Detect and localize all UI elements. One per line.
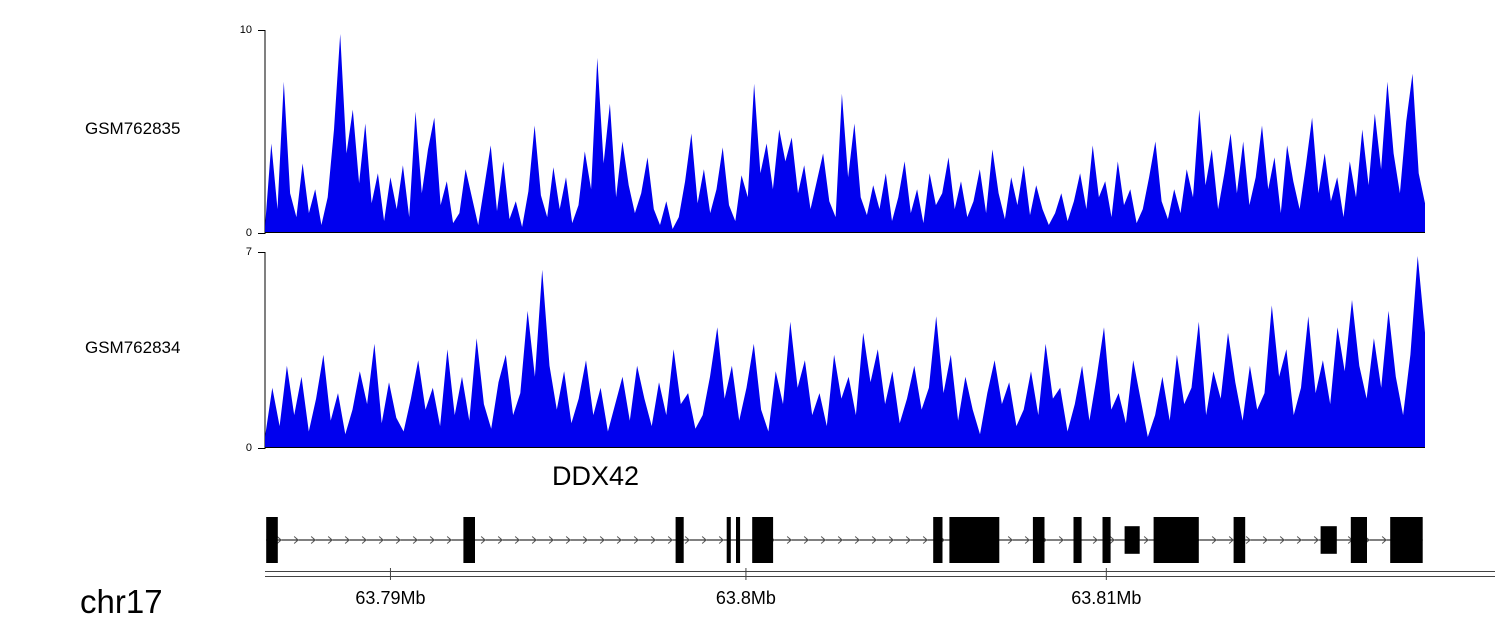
strand-arrow-icon <box>667 536 673 544</box>
strand-arrow-icon <box>701 536 707 544</box>
exon-box <box>726 517 731 563</box>
strand-arrow-icon <box>786 536 792 544</box>
strand-arrow-icon <box>531 536 537 544</box>
strand-arrow-icon <box>1313 536 1319 544</box>
track2-y-axis <box>258 252 266 449</box>
exon-box <box>1320 526 1337 554</box>
strand-arrow-icon <box>854 536 860 544</box>
exon-box <box>949 517 1000 563</box>
axis-tick-label: 63.8Mb <box>715 588 776 608</box>
track2-label: GSM762834 <box>85 338 181 357</box>
strand-arrow-icon <box>276 536 282 544</box>
strand-arrow-icon <box>327 536 333 544</box>
strand-arrow-icon <box>378 536 384 544</box>
strand-arrow-icon <box>1143 536 1149 544</box>
track1-y-axis <box>258 30 266 234</box>
coverage-plot-gsm762835 <box>265 34 1425 233</box>
gene-model <box>266 517 1423 563</box>
strand-arrow-icon <box>1007 536 1013 544</box>
strand-arrow-icon <box>616 536 622 544</box>
genome-axis-labels: 63.79Mb 63.8Mb 63.81Mb <box>265 588 1495 612</box>
exon-box <box>1153 517 1199 563</box>
strand-arrow-icon <box>1092 536 1098 544</box>
exon-box <box>266 517 278 563</box>
strand-arrow-icon <box>633 536 639 544</box>
strand-arrow-icon <box>429 536 435 544</box>
strand-arrow-icon <box>565 536 571 544</box>
strand-arrow-icon <box>1058 536 1064 544</box>
exon-box <box>1233 517 1246 563</box>
strand-arrow-icon <box>480 536 486 544</box>
exon-box <box>1124 526 1140 554</box>
exon-box <box>1032 517 1045 563</box>
strand-arrow-icon <box>548 536 554 544</box>
track1-ymin-label: 0 <box>245 227 252 239</box>
chromosome-label: chr17 <box>80 583 163 620</box>
exon-box <box>752 517 774 563</box>
strand-arrow-icon <box>293 536 299 544</box>
strand-arrow-icon <box>1109 536 1115 544</box>
strand-arrow-icon <box>888 536 894 544</box>
strand-arrow-icon <box>395 536 401 544</box>
exon-box <box>463 517 475 563</box>
exon-box <box>736 517 741 563</box>
coverage-plot-gsm762834 <box>265 256 1425 448</box>
strand-arrow-icon <box>1296 536 1302 544</box>
strand-arrow-icon <box>820 536 826 544</box>
strand-arrow-icon <box>1211 536 1217 544</box>
strand-arrow-icon <box>599 536 605 544</box>
strand-arrow-icon <box>310 536 316 544</box>
strand-arrow-icon <box>1279 536 1285 544</box>
exon-box <box>1390 517 1423 563</box>
signal-area <box>265 256 1425 448</box>
strand-arrow-icon <box>1228 536 1234 544</box>
track2-ymin-label: 0 <box>245 442 252 454</box>
strand-arrow-icon <box>361 536 367 544</box>
exon-box <box>933 517 943 563</box>
genome-axis <box>265 568 1495 580</box>
strand-arrow-icon <box>650 536 656 544</box>
strand-arrow-icon <box>803 536 809 544</box>
track2-ymax-label: 7 <box>245 246 252 258</box>
strand-arrow-icon <box>344 536 350 544</box>
exon-box <box>675 517 684 563</box>
strand-arrow-icon <box>1024 536 1030 544</box>
strand-arrow-icon <box>582 536 588 544</box>
strand-arrow-icon <box>871 536 877 544</box>
strand-arrow-icon <box>412 536 418 544</box>
strand-arrow-icon <box>1381 536 1387 544</box>
strand-arrow-icon <box>837 536 843 544</box>
strand-arrow-icon <box>718 536 724 544</box>
track1-label: GSM762835 <box>85 119 181 138</box>
strand-arrow-icon <box>514 536 520 544</box>
strand-arrow-icon <box>1262 536 1268 544</box>
strand-arrow-icon <box>684 536 690 544</box>
strand-arrow-icon <box>446 536 452 544</box>
strand-arrow-icon <box>922 536 928 544</box>
axis-tick-label: 63.81Mb <box>1071 588 1142 608</box>
gene-name-label: DDX42 <box>552 461 640 491</box>
exon-box <box>1102 517 1111 563</box>
track1-ymax-label: 10 <box>239 24 252 36</box>
signal-area <box>265 34 1425 233</box>
axis-tick-label: 63.79Mb <box>355 588 426 608</box>
strand-arrow-icon <box>1245 536 1251 544</box>
exon-box <box>1073 517 1082 563</box>
strand-arrow-icon <box>905 536 911 544</box>
strand-arrow-icon <box>497 536 503 544</box>
exon-box <box>1350 517 1367 563</box>
